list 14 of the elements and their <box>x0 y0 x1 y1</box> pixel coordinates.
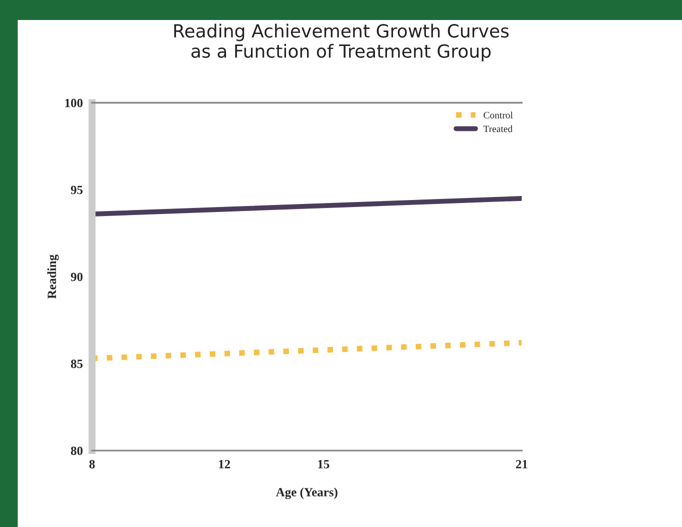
x-tick-label: 12 <box>219 460 230 468</box>
y-tick-label: 80 <box>70 446 83 456</box>
x-tick-label: 8 <box>89 460 95 468</box>
y-tick-label: 85 <box>70 360 83 368</box>
y-tick-label: 95 <box>70 186 83 194</box>
x-tick-label: 15 <box>318 460 330 468</box>
chart-title: Reading Achievement Growth Curves as a Function of Treatment Group <box>174 24 509 62</box>
legend-label: Treated <box>483 125 512 132</box>
y-axis-title: Reading <box>47 254 59 299</box>
y-tick-label: 90 <box>70 272 83 282</box>
legend-label: Control <box>484 112 513 118</box>
x-tick-label: 21 <box>516 460 528 468</box>
x-axis-title: Age (Years) <box>276 488 338 500</box>
y-tick-label: 100 <box>65 98 83 108</box>
